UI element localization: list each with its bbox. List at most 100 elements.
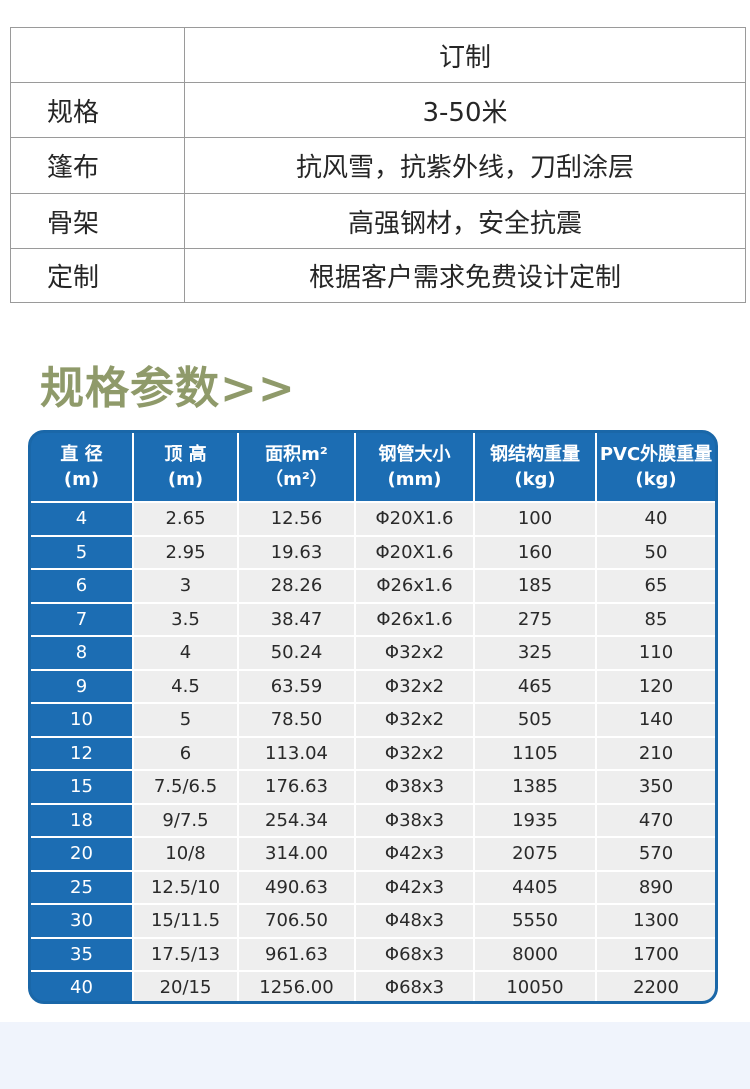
cell-top-height: 15/11.5 <box>133 904 239 939</box>
spec-corner-cell <box>10 27 185 83</box>
cell-area: 490.63 <box>238 870 356 905</box>
cell-steel-weight: 275 <box>474 602 597 637</box>
cell-diameter: 25 <box>31 870 134 905</box>
table-row: 30 15/11.5 706.50 Φ48x3 5550 1300 <box>31 904 715 939</box>
spec-label: 规格 <box>10 82 185 138</box>
cell-top-height: 17.5/13 <box>133 937 239 972</box>
table-row: 6 3 28.26 Φ26x1.6 185 65 <box>31 569 715 604</box>
table-row: 12 6 113.04 Φ32x2 1105 210 <box>31 736 715 771</box>
header-steel-weight: 钢结构重量 (kg) <box>474 433 597 503</box>
cell-pipe-size: Φ32x2 <box>355 636 475 671</box>
cell-area: 12.56 <box>238 502 356 537</box>
cell-pvc-weight: 40 <box>596 502 715 537</box>
cell-pvc-weight: 470 <box>596 803 715 838</box>
cell-area: 19.63 <box>238 535 356 570</box>
table-row: 8 4 50.24 Φ32x2 325 110 <box>31 636 715 671</box>
cell-steel-weight: 1105 <box>474 736 597 771</box>
cell-pipe-size: Φ20X1.6 <box>355 502 475 537</box>
spec-table: 订制 规格 3-50米 篷布 抗风雪，抗紫外线，刀刮涂层 骨架 高强钢材，安全抗… <box>10 27 746 303</box>
cell-pvc-weight: 210 <box>596 736 715 771</box>
cell-diameter: 20 <box>31 837 134 872</box>
cell-pvc-weight: 350 <box>596 770 715 805</box>
footer-band <box>0 1022 750 1089</box>
cell-pvc-weight: 570 <box>596 837 715 872</box>
table-row: 20 10/8 314.00 Φ42x3 2075 570 <box>31 837 715 872</box>
header-pvc-weight: PVC外膜重量 (kg) <box>596 433 715 503</box>
cell-diameter: 12 <box>31 736 134 771</box>
cell-area: 1256.00 <box>238 971 356 1001</box>
cell-pipe-size: Φ32x2 <box>355 736 475 771</box>
cell-pipe-size: Φ68x3 <box>355 971 475 1001</box>
cell-diameter: 15 <box>31 770 134 805</box>
cell-area: 78.50 <box>238 703 356 738</box>
params-table-frame: 直 径 (m) 顶 高 (m) 面积m² （m²） 钢管大小 (mm) 钢结构重量 (kg… <box>28 430 718 1004</box>
spec-row: 篷布 抗风雪，抗紫外线，刀刮涂层 <box>10 137 746 194</box>
cell-pipe-size: Φ38x3 <box>355 770 475 805</box>
cell-top-height: 3 <box>133 569 239 604</box>
cell-steel-weight: 185 <box>474 569 597 604</box>
cell-diameter: 5 <box>31 535 134 570</box>
cell-pipe-size: Φ68x3 <box>355 937 475 972</box>
cell-pipe-size: Φ26x1.6 <box>355 569 475 604</box>
table-row: 7 3.5 38.47 Φ26x1.6 275 85 <box>31 602 715 637</box>
table-row: 25 12.5/10 490.63 Φ42x3 4405 890 <box>31 870 715 905</box>
spec-value: 抗风雪，抗紫外线，刀刮涂层 <box>184 137 746 194</box>
cell-steel-weight: 160 <box>474 535 597 570</box>
cell-area: 706.50 <box>238 904 356 939</box>
cell-diameter: 9 <box>31 669 134 704</box>
spec-label: 骨架 <box>10 193 185 249</box>
cell-pvc-weight: 85 <box>596 602 715 637</box>
section-title: 规格参数>> <box>40 363 296 414</box>
cell-area: 50.24 <box>238 636 356 671</box>
cell-steel-weight: 2075 <box>474 837 597 872</box>
spec-label: 定制 <box>10 248 185 303</box>
cell-diameter: 40 <box>31 971 134 1001</box>
cell-top-height: 2.65 <box>133 502 239 537</box>
spec-header-row: 订制 <box>10 27 746 83</box>
cell-area: 28.26 <box>238 569 356 604</box>
cell-area: 254.34 <box>238 803 356 838</box>
cell-area: 63.59 <box>238 669 356 704</box>
header-area: 面积m² （m²） <box>238 433 356 503</box>
cell-diameter: 35 <box>31 937 134 972</box>
header-pipe-size: 钢管大小 (mm) <box>355 433 475 503</box>
cell-pipe-size: Φ26x1.6 <box>355 602 475 637</box>
cell-area: 38.47 <box>238 602 356 637</box>
cell-area: 314.00 <box>238 837 356 872</box>
cell-steel-weight: 4405 <box>474 870 597 905</box>
cell-steel-weight: 465 <box>474 669 597 704</box>
table-row: 4 2.65 12.56 Φ20X1.6 100 40 <box>31 502 715 537</box>
cell-diameter: 6 <box>31 569 134 604</box>
cell-pvc-weight: 890 <box>596 870 715 905</box>
table-row: 18 9/7.5 254.34 Φ38x3 1935 470 <box>31 803 715 838</box>
header-diameter: 直 径 (m) <box>31 433 134 503</box>
cell-top-height: 2.95 <box>133 535 239 570</box>
cell-pvc-weight: 65 <box>596 569 715 604</box>
cell-top-height: 6 <box>133 736 239 771</box>
table-row: 5 2.95 19.63 Φ20X1.6 160 50 <box>31 535 715 570</box>
cell-diameter: 30 <box>31 904 134 939</box>
header-top-height: 顶 高 (m) <box>133 433 239 503</box>
table-row: 35 17.5/13 961.63 Φ68x3 8000 1700 <box>31 937 715 972</box>
cell-pvc-weight: 1700 <box>596 937 715 972</box>
cell-pvc-weight: 120 <box>596 669 715 704</box>
cell-top-height: 12.5/10 <box>133 870 239 905</box>
table-row: 10 5 78.50 Φ32x2 505 140 <box>31 703 715 738</box>
cell-area: 113.04 <box>238 736 356 771</box>
cell-steel-weight: 325 <box>474 636 597 671</box>
cell-top-height: 4.5 <box>133 669 239 704</box>
spec-row: 定制 根据客户需求免费设计定制 <box>10 248 746 303</box>
cell-top-height: 7.5/6.5 <box>133 770 239 805</box>
spec-header-value: 订制 <box>184 27 746 83</box>
cell-top-height: 3.5 <box>133 602 239 637</box>
cell-area: 961.63 <box>238 937 356 972</box>
cell-top-height: 10/8 <box>133 837 239 872</box>
spec-value: 根据客户需求免费设计定制 <box>184 248 746 303</box>
cell-steel-weight: 5550 <box>474 904 597 939</box>
cell-pvc-weight: 1300 <box>596 904 715 939</box>
spec-label: 篷布 <box>10 137 185 194</box>
cell-pipe-size: Φ42x3 <box>355 870 475 905</box>
cell-pvc-weight: 2200 <box>596 971 715 1001</box>
spec-value: 3-50米 <box>184 82 746 138</box>
cell-steel-weight: 1385 <box>474 770 597 805</box>
